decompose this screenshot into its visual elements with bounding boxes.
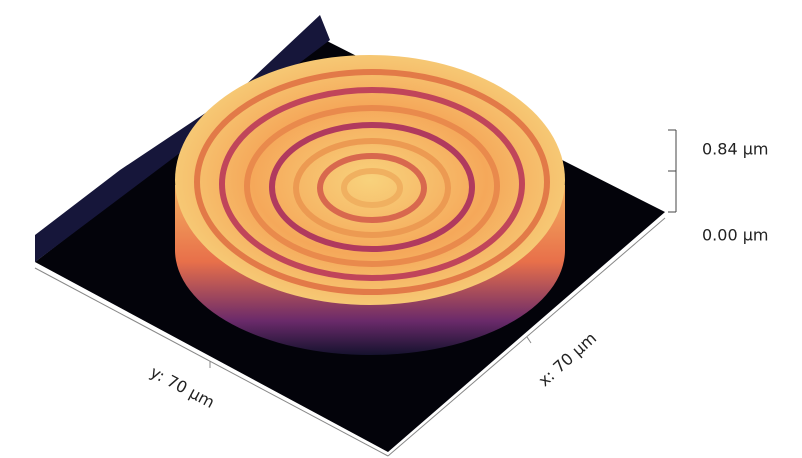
page: 0.84 µm 0.00 µm y: 70 µm x: 70 µm (() =>… [0,0,802,458]
scale-bottom-label: 0.00 µm [702,226,768,245]
surface-view: 0.84 µm 0.00 µm y: 70 µm x: 70 µm [0,0,802,458]
y-axis-label: y: 70 µm [147,362,218,412]
x-axis-label: x: 70 µm [535,328,601,390]
edge-tick [527,337,531,343]
scale-top-label: 0.84 µm [702,140,768,159]
scale-bar [668,130,676,212]
